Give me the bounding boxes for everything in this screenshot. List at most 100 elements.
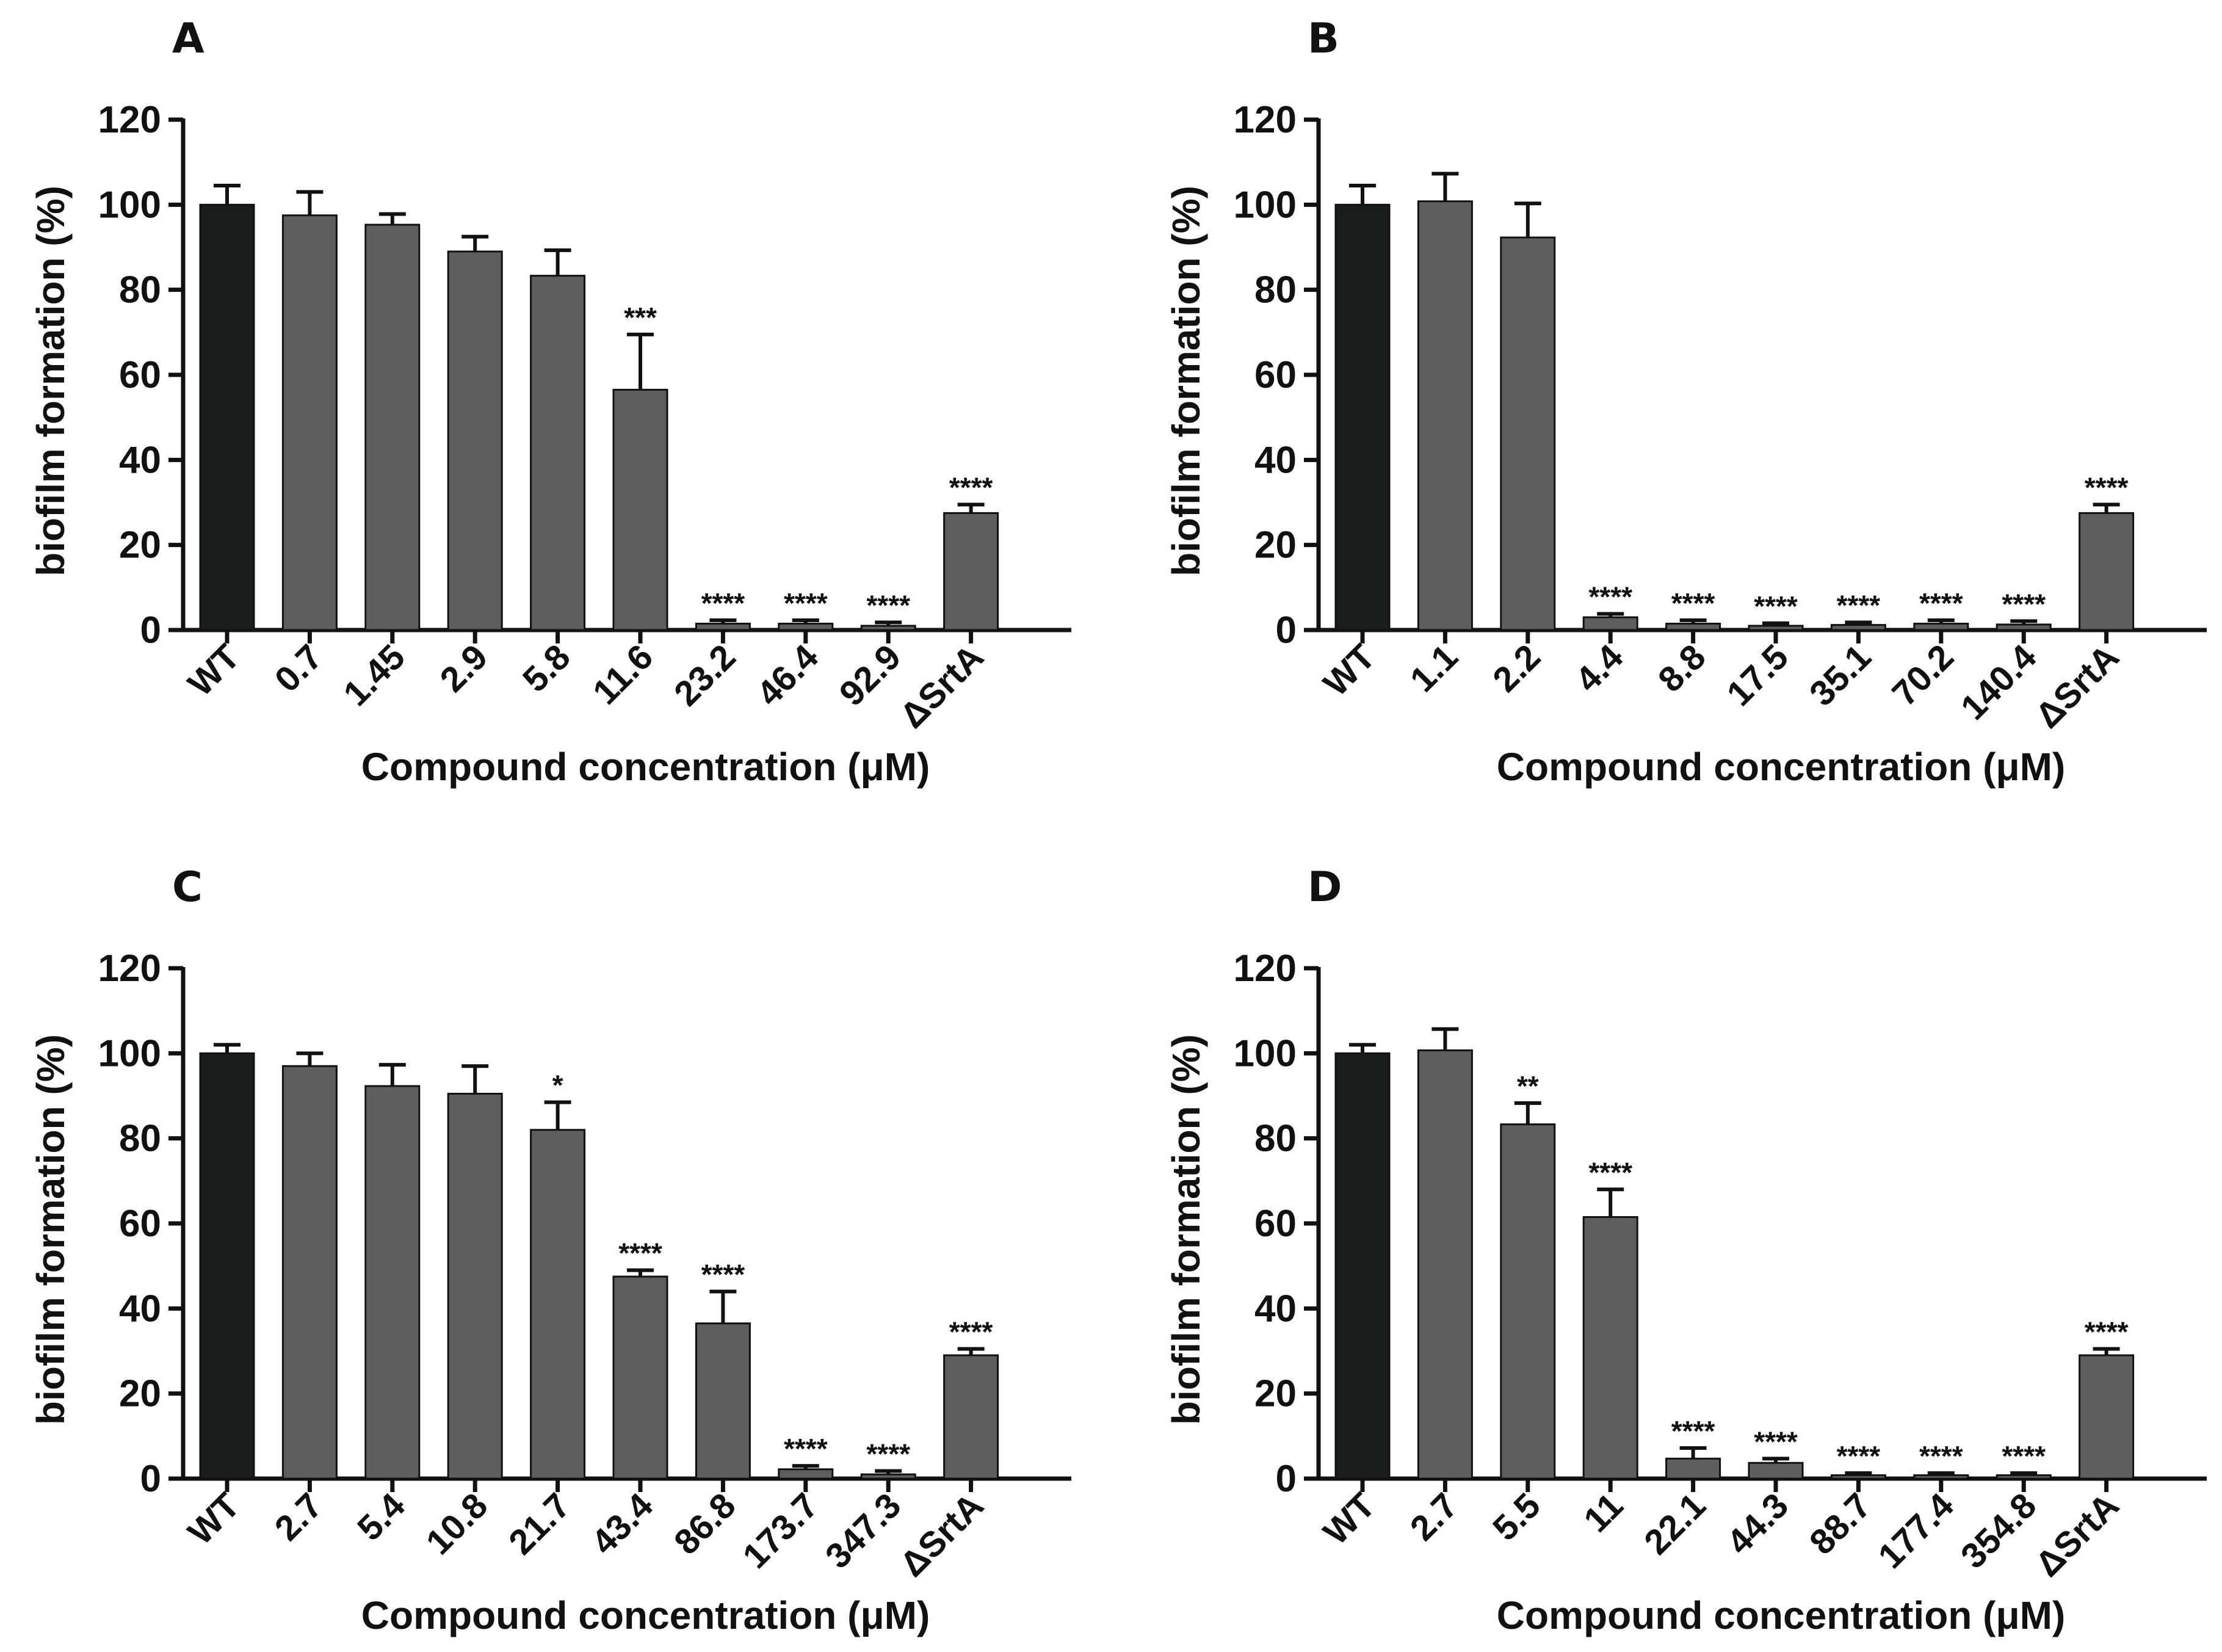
bar-a-3 [447,250,503,631]
bar-b-5 [1748,625,1804,631]
chart-panel-c: C 0 20 40 60 80 100 120 biofilm formation (%) WT 2… [29,863,1071,1637]
x-tick-label: 86.8 [667,1485,744,1562]
bar-a-2 [364,223,421,631]
chart-panel-a: A 0 20 40 60 80 100 120 biofilm formation (%) WT 0… [29,15,1071,789]
y-tick-label: 60 [119,1203,161,1245]
significance-label: **** [1919,587,1963,619]
y-tick-label: 60 [1254,1203,1297,1245]
bar-b-3 [1582,616,1638,631]
x-axis-label: Compound concentration (μM) [361,1593,930,1637]
significance-label: **** [1588,581,1632,613]
significance-label: **** [784,1433,828,1465]
x-axis-label: Compound concentration (μM) [361,745,930,789]
bar-b-1 [1417,200,1473,631]
x-tick-label: 5.4 [350,1485,413,1548]
x-tick-label: 46.4 [749,637,826,714]
x-tick-label: 2.7 [1403,1485,1466,1548]
y-tick-label: 40 [1254,439,1297,481]
bar-c-9 [943,1354,999,1480]
x-tick-label: 173.7 [735,1485,826,1576]
bar-d-5 [1748,1462,1804,1480]
y-tick-label: 80 [1254,1118,1297,1160]
bar-c-4 [530,1129,586,1480]
bar-c-5 [612,1275,668,1480]
bar-d-4 [1665,1457,1721,1480]
bar-b-7 [1913,623,1969,631]
y-tick-label: 100 [98,184,161,226]
bar-c-8 [860,1473,916,1480]
panel-letter: D [1308,863,1342,911]
x-tick-label: ΔSrtA [892,1485,991,1584]
bar-c-7 [778,1468,834,1480]
y-tick-label: 120 [1234,947,1297,990]
significance-label: **** [2002,1440,2046,1472]
bar-d-8 [1996,1474,2052,1480]
significance-label: **** [866,589,910,621]
bar-d-9 [2079,1354,2135,1480]
bar-d-3 [1582,1216,1638,1480]
x-tick-label: 1.1 [1403,637,1466,700]
bar-c-1 [281,1065,338,1480]
bar-b-6 [1830,624,1886,631]
bar-a-9 [943,512,999,631]
x-tick-label: 347.3 [818,1485,909,1576]
y-tick-label: 0 [140,1458,161,1500]
x-tick-label: 5.5 [1485,1485,1548,1548]
y-tick-label: 40 [119,439,161,481]
significance-label: * [552,1069,563,1101]
x-tick-label: 140.4 [1953,637,2044,728]
chart-panel-d: D 0 20 40 60 80 100 120 biofilm formation (%) WT 2… [1164,863,2207,1637]
significance-label: **** [1754,590,1798,622]
panel-letter: C [172,863,203,911]
y-tick-label: 80 [1254,269,1297,311]
bar-a-8 [860,625,916,631]
bar-b-4 [1665,623,1721,631]
panel-letter: B [1308,15,1339,63]
bar-d-7 [1913,1474,1969,1480]
y-tick-label: 0 [1276,1458,1297,1500]
x-tick-label: 2.9 [432,637,495,700]
x-tick-label: 8.8 [1651,637,1714,700]
y-tick-label: 20 [1254,1373,1297,1415]
x-tick-label: ΔSrtA [2028,637,2127,736]
significance-label: **** [1754,1426,1798,1457]
x-tick-label: 5.8 [515,637,578,700]
x-tick-label: 43.4 [584,1485,660,1562]
significance-label: **** [949,471,993,503]
bar-b-2 [1500,236,1556,631]
significance-label: **** [866,1438,910,1469]
significance-label: ** [1517,1070,1539,1102]
x-axis-label: Compound concentration (μM) [1497,745,2066,789]
y-tick-label: 0 [1276,609,1297,651]
significance-label: **** [949,1316,993,1348]
significance-label: **** [784,587,828,619]
x-tick-label: 2.7 [267,1485,330,1548]
bar-d-2 [1500,1123,1556,1480]
y-axis-label: biofilm formation (%) [29,186,73,576]
x-tick-label: 177.4 [1870,1485,1961,1576]
x-tick-label: WT [1315,1485,1383,1552]
x-tick-label: 10.8 [419,1485,496,1562]
x-tick-label: 35.1 [1802,637,1879,714]
y-tick-label: 60 [1254,354,1297,396]
y-tick-label: 80 [119,269,161,311]
bar-a-5 [612,388,668,631]
x-tick-label: 2.2 [1485,637,1548,700]
y-tick-label: 20 [119,524,161,567]
x-tick-label: WT [180,1485,247,1552]
x-tick-label: WT [1315,637,1383,704]
chart-panel-b: B 0 20 40 60 80 100 120 biofilm formation (%) WT 1… [1164,15,2207,789]
y-tick-label: 100 [1234,1032,1297,1074]
bar-d-0 [1334,1052,1391,1480]
y-tick-label: 120 [1234,99,1297,141]
y-tick-label: 100 [98,1032,161,1074]
y-axis-label: biofilm formation (%) [29,1034,73,1425]
x-tick-label: 44.3 [1719,1485,1796,1562]
significance-label: **** [701,587,745,619]
bar-b-8 [1996,623,2052,631]
x-tick-label: 17.5 [1719,637,1796,714]
y-axis-label: biofilm formation (%) [1164,186,1208,576]
significance-label: **** [2085,471,2129,503]
y-tick-label: 100 [1234,184,1297,226]
significance-label: **** [1919,1440,1963,1472]
